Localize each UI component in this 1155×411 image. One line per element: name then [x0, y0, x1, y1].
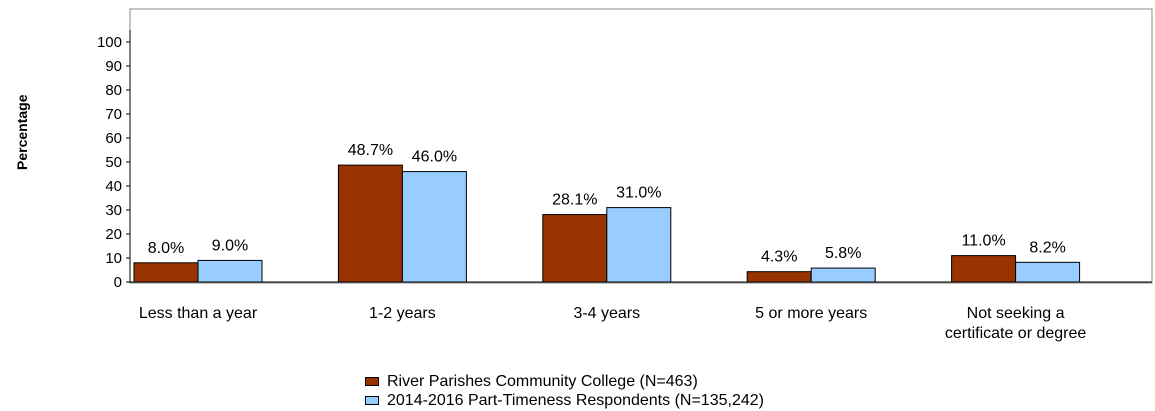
data-label: 8.0%: [148, 240, 184, 257]
y-tick-label: 10: [105, 250, 122, 267]
legend: River Parishes Community College (N=463)…: [365, 372, 764, 410]
y-tick-label: 30: [105, 202, 122, 219]
bar-series-1: [337, 164, 403, 283]
y-tick-label: 100: [97, 34, 122, 51]
legend-label-series-1: River Parishes Community College (N=463): [387, 372, 698, 390]
y-tick-label: 40: [105, 178, 122, 195]
data-label: 4.3%: [761, 249, 797, 266]
x-tick-labels: Less than a year 1-2 years 3-4 years 5 or m…: [139, 305, 1087, 342]
bar-series-1: [746, 271, 812, 283]
y-tick-label: 0: [114, 274, 122, 291]
legend-swatch-series-1: [365, 377, 379, 386]
y-tick-label: 80: [105, 82, 122, 99]
y-tick-label: 50: [105, 154, 122, 171]
data-label: 11.0%: [962, 233, 1006, 250]
x-tick-label: 1-2 years: [369, 305, 436, 322]
bar-series-2: [606, 207, 672, 283]
legend-item-series-2: 2014-2016 Part-Timeness Respondents (N=1…: [365, 391, 764, 410]
bar-series-2: [401, 171, 467, 283]
bar-series-2: [197, 259, 263, 283]
y-tick-label: 20: [105, 226, 122, 243]
bar-series-1: [951, 255, 1017, 283]
data-label: 8.2%: [1029, 239, 1065, 256]
chart: 0 10 20 30 40 50 60 70 80 90 100 8.0% 9.0% 48.7% 46.0…: [97, 8, 1153, 342]
bar-series-1: [133, 262, 199, 283]
bar-series-2: [1015, 261, 1081, 283]
y-tick-label: 60: [105, 130, 122, 147]
data-label: 48.7%: [348, 142, 393, 159]
y-tick-label: 90: [105, 58, 122, 75]
x-tick-label: Not seeking a certificate or degree: [945, 305, 1087, 342]
y-ticks: 0 10 20 30 40 50 60 70 80 90 100: [97, 34, 130, 291]
bar-series-2: [810, 267, 876, 283]
x-tick-label: 3-4 years: [573, 305, 640, 322]
data-labels: 8.0% 9.0% 48.7% 46.0% 28.1% 31.0% 4.3% 5.8% 11.0…: [148, 142, 1066, 266]
x-tick-label: Less than a year: [139, 305, 258, 322]
data-label: 9.0%: [212, 237, 248, 254]
data-label: 28.1%: [552, 192, 597, 209]
legend-swatch-series-2: [365, 396, 379, 405]
data-label: 5.8%: [825, 245, 861, 262]
x-tick-label: 5 or more years: [755, 305, 867, 322]
legend-label-series-2: 2014-2016 Part-Timeness Respondents (N=1…: [387, 391, 764, 409]
bar-series-1: [542, 214, 608, 283]
y-axis-label: Percentage: [14, 94, 30, 170]
legend-item-series-1: River Parishes Community College (N=463): [365, 372, 764, 391]
data-label: 46.0%: [412, 149, 457, 166]
data-label: 31.0%: [616, 185, 661, 202]
y-tick-label: 70: [105, 106, 122, 123]
bars: [133, 164, 1081, 283]
